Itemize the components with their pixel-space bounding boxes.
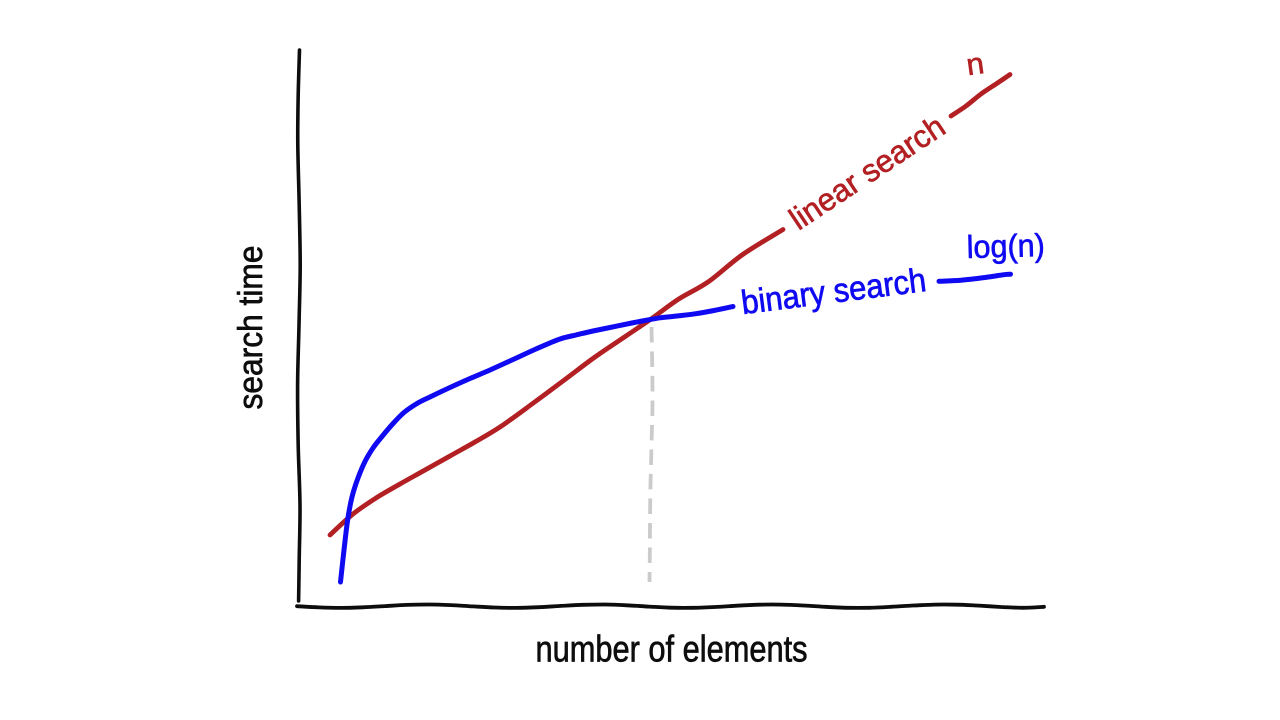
svg-text:search time: search time [231,246,269,410]
svg-text:n: n [964,47,986,82]
svg-text:number of elements: number of elements [536,628,808,670]
svg-text:log(n): log(n) [966,228,1045,266]
